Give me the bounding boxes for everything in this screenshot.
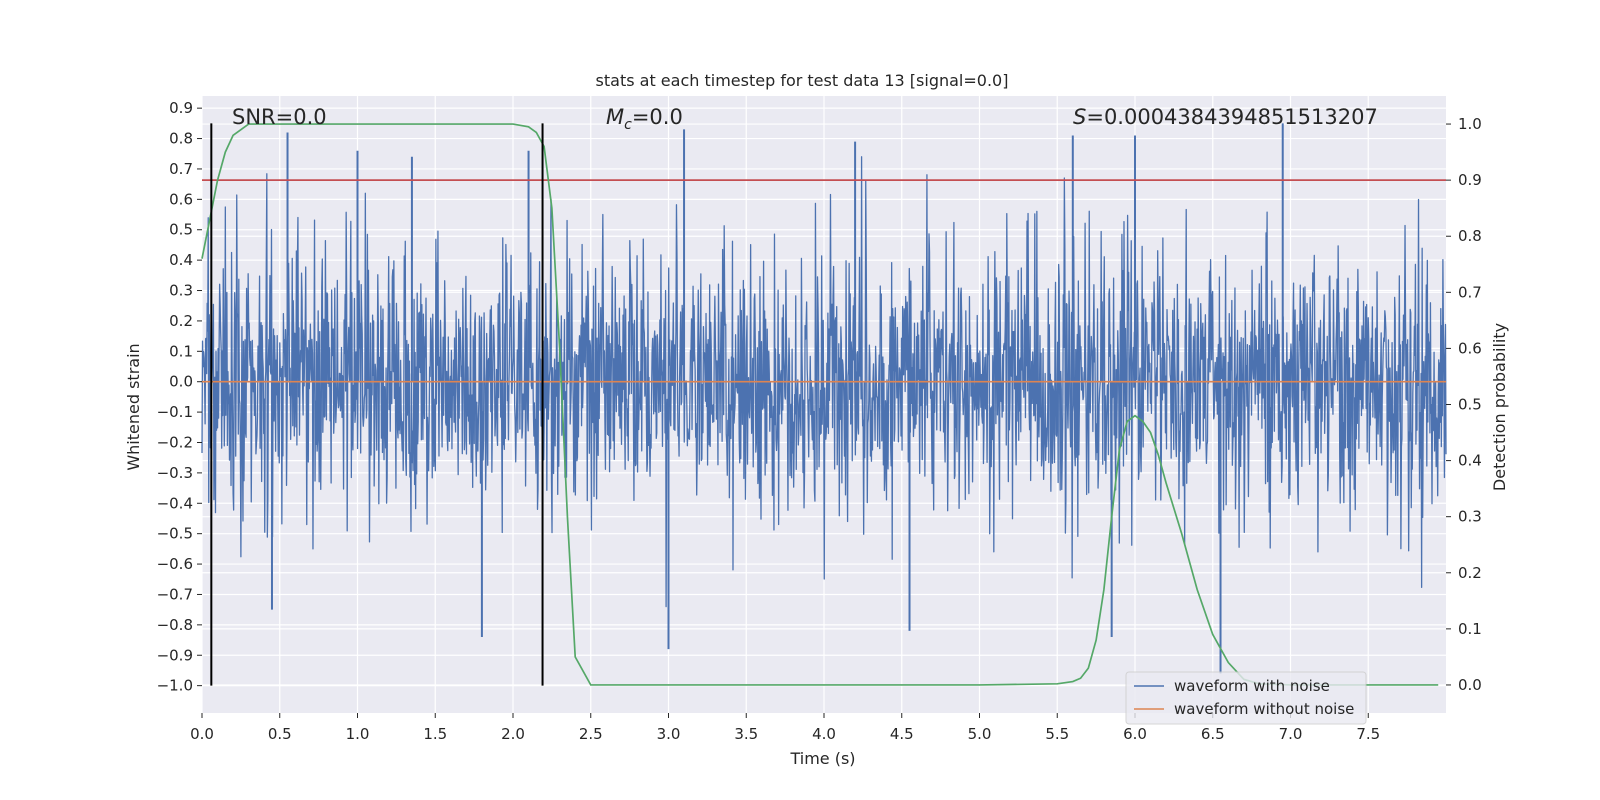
x-tick-label: 3.0 [657,725,681,743]
y-tick-label: −1.0 [157,677,193,695]
y-tick-label: −0.6 [157,555,193,573]
x-tick-label: 7.0 [1279,725,1303,743]
legend-label-waveform-with-noise: waveform with noise [1174,677,1330,695]
chart-title: stats at each timestep for test data 13 … [596,71,1009,90]
legend-label-waveform-without-noise: waveform without noise [1174,700,1354,718]
stat-symbol: S [1073,105,1086,129]
x-tick-label: 5.0 [968,725,992,743]
x-tick-label: 1.5 [423,725,447,743]
x-tick-label: 1.0 [346,725,370,743]
x-tick-label: 2.0 [501,725,525,743]
y2-tick-label: 0.0 [1458,676,1482,694]
series-waveform-with-noise [201,156,1447,608]
y-tick-label: 0.2 [169,312,193,330]
y-tick-label: −0.1 [157,403,193,421]
snr-annotation: SNR=0.0 [232,105,327,129]
x-tick-label: 2.5 [579,725,603,743]
x-tick-label: 5.5 [1045,725,1069,743]
series-layer [201,123,1447,686]
y-tick-label: 0.4 [169,251,193,269]
y-tick-label: 0.3 [169,282,193,300]
y-tick-label: −0.8 [157,616,193,634]
y-tick-label: 0.5 [169,221,193,239]
x-axis-label: Time (s) [789,749,855,768]
x-tick-label: 6.0 [1123,725,1147,743]
x-tick-label: 0.5 [268,725,292,743]
stat-value: =0.0004384394851513207 [1086,105,1378,129]
y2-tick-label: 0.3 [1458,508,1482,526]
y-tick-label: −0.7 [157,585,193,603]
annotations: SNR=0.0 Mc=0.0 S=0.0004384394851513207 [232,105,1378,133]
y2-tick-label: 0.2 [1458,564,1482,582]
y-tick-label: 0.8 [169,130,193,148]
y-tick-label: −0.2 [157,433,193,451]
y2-tick-label: 0.8 [1458,227,1482,245]
y-tick-label: 0.1 [169,342,193,360]
x-tick-label: 6.5 [1201,725,1225,743]
x-tick-label: 4.0 [812,725,836,743]
y2-tick-label: 0.4 [1458,452,1482,470]
ticks: 0.0 0.5 1.0 1.5 2.0 2.5 3.0 3.5 4.0 4.5 5.0 5.5 6.0 6… [157,99,1482,743]
y-tick-label: −0.9 [157,646,193,664]
x-tick-label: 0.0 [190,725,214,743]
y2-tick-label: 0.1 [1458,620,1482,638]
stat-annotation: S=0.0004384394851513207 [1073,105,1378,129]
y-tick-label: 0.9 [169,99,193,117]
y-axis-label: Whitened strain [124,343,143,470]
chirp-mass-value: =0.0 [632,105,683,129]
y-tick-label: 0.6 [169,190,193,208]
y-tick-label: −0.4 [157,494,193,512]
x-tick-label: 4.5 [890,725,914,743]
y2-axis-label: Detection probability [1490,323,1509,491]
detection-probability-line [201,123,1439,686]
y-tick-label: −0.3 [157,464,193,482]
y2-tick-label: 0.5 [1458,396,1482,414]
y2-tick-label: 0.7 [1458,283,1482,301]
y2-tick-label: 0.6 [1458,339,1482,357]
legend-box [1125,671,1367,725]
chirp-mass-subscript: c [624,117,632,133]
y2-tick-label: 0.9 [1458,171,1482,189]
y2-tick-label: 1.0 [1458,115,1482,133]
legend: waveform with noise waveform without noi… [1125,671,1367,725]
y-tick-label: −0.5 [157,525,193,543]
chirp-mass-annotation: Mc=0.0 [606,105,683,133]
chirp-mass-symbol: M [606,105,624,129]
y-tick-label: 0.0 [169,373,193,391]
x-tick-label: 3.5 [734,725,758,743]
x-tick-label: 7.5 [1356,725,1380,743]
y-tick-label: 0.7 [169,160,193,178]
